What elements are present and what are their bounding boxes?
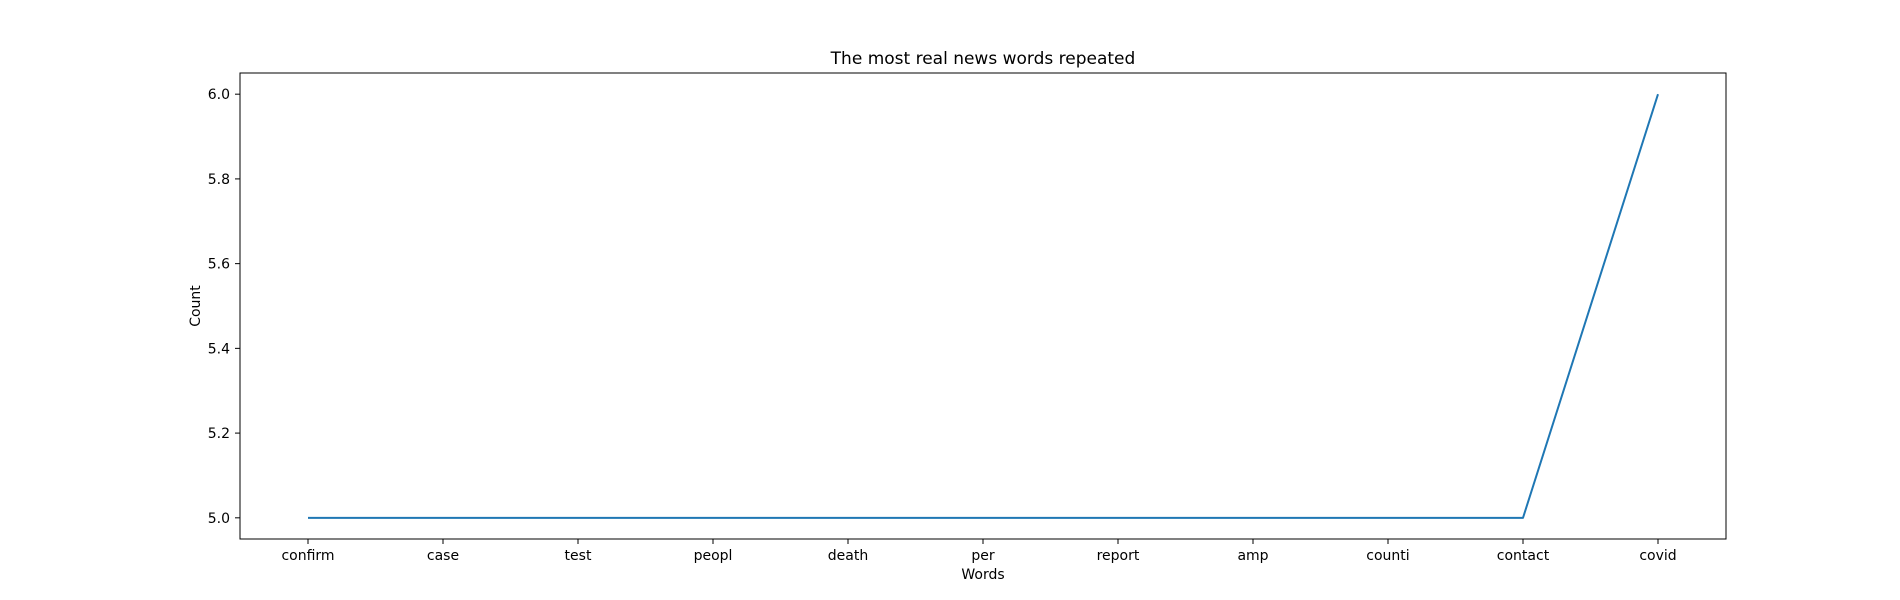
x-axis: confirm case test peopl death per report amp cou…	[281, 539, 1677, 564]
x-tick-label: peopl	[694, 548, 733, 564]
y-tick-label: 5.2	[208, 426, 230, 442]
y-tick-label: 5.8	[208, 172, 230, 188]
x-tick-label: case	[427, 548, 459, 564]
y-tick-label: 5.4	[208, 341, 230, 357]
y-tick-label: 5.0	[208, 511, 230, 527]
x-tick-label: counti	[1366, 548, 1409, 564]
y-tick-label: 5.6	[208, 257, 230, 273]
x-tick-label: amp	[1237, 548, 1268, 564]
series-line	[308, 93, 1659, 519]
y-axis-label: Count	[188, 285, 204, 327]
x-tick-label: confirm	[281, 548, 334, 564]
x-tick-label: per	[971, 548, 995, 564]
x-tick-label: test	[565, 548, 592, 564]
y-tick-label: 6.0	[208, 87, 230, 103]
x-axis-label: Words	[961, 567, 1004, 583]
chart-title: The most real news words repeated	[830, 49, 1136, 69]
y-axis: 5.0 5.2 5.4 5.6 5.8 6.0	[208, 87, 240, 527]
x-tick-label: report	[1097, 548, 1140, 564]
x-tick-label: covid	[1639, 548, 1676, 564]
x-tick-label: death	[828, 548, 868, 564]
x-tick-label: contact	[1497, 548, 1550, 564]
